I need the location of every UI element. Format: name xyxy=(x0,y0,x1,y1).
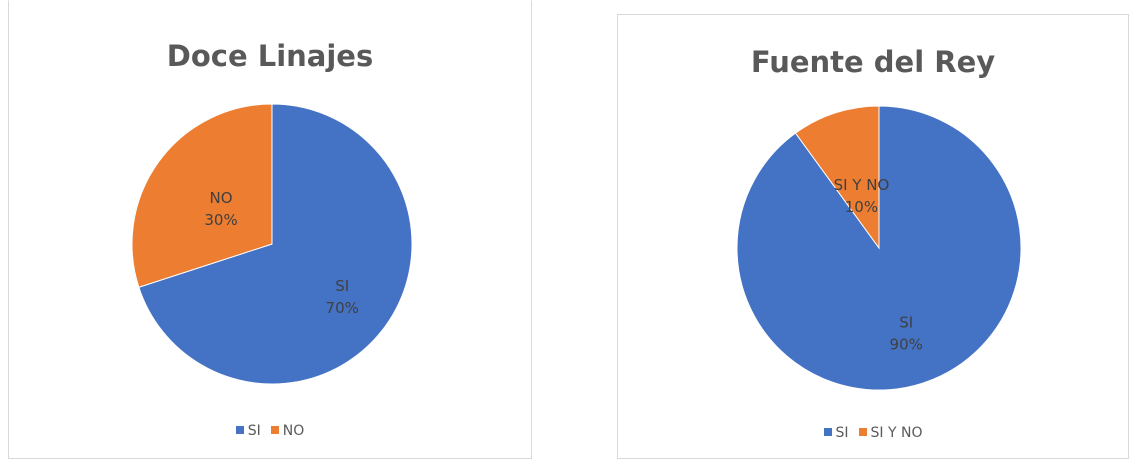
legend-item-no: NO xyxy=(270,423,305,439)
legend-label-si-y-no: SI Y NO xyxy=(870,425,923,441)
legend-label-si: SI xyxy=(835,425,849,441)
pie-slice-si xyxy=(138,103,413,385)
chart-legend: SI NO xyxy=(9,423,531,439)
slice-category-label-no: NO xyxy=(210,189,233,207)
pie-slice-no xyxy=(131,103,273,288)
legend-item-si-y-no: SI Y NO xyxy=(858,425,923,441)
chart-title: Doce Linajes xyxy=(166,39,374,73)
legend-swatch-si xyxy=(823,428,832,436)
legend-swatch-si-y-no xyxy=(858,428,867,436)
pie-chart-doce-linajes: SI 70% NO 30% xyxy=(131,103,413,385)
slice-value-label-no: 30% xyxy=(204,211,237,229)
pie-chart-fuente-del-rey: SI 90% SI Y NO 10% xyxy=(736,105,1022,391)
slice-value-label-si: 90% xyxy=(890,336,923,354)
legend-label-si: SI xyxy=(247,423,261,439)
slice-value-label-si: 70% xyxy=(326,299,359,317)
legend-item-si: SI xyxy=(823,425,849,441)
chart-panel-fuente-del-rey: Fuente del Rey SI 90% SI Y NO 10% SI SI Y NO xyxy=(617,14,1129,459)
slice-value-label-si-y-no: 10% xyxy=(845,198,878,216)
legend-item-si: SI xyxy=(235,423,261,439)
chart-title: Fuente del Rey xyxy=(750,45,996,79)
slice-category-label-si-y-no: SI Y NO xyxy=(834,176,890,194)
slice-category-label-si: SI xyxy=(335,277,349,295)
slice-category-label-si: SI xyxy=(899,314,913,332)
chart-panel-doce-linajes: Doce Linajes SI 70% NO 30% SI NO xyxy=(8,0,532,459)
chart-legend: SI SI Y NO xyxy=(618,425,1128,441)
legend-label-no: NO xyxy=(282,423,305,439)
legend-swatch-si xyxy=(235,426,244,434)
pie-slice-si-y-no xyxy=(794,105,880,250)
legend-swatch-no xyxy=(270,426,279,434)
